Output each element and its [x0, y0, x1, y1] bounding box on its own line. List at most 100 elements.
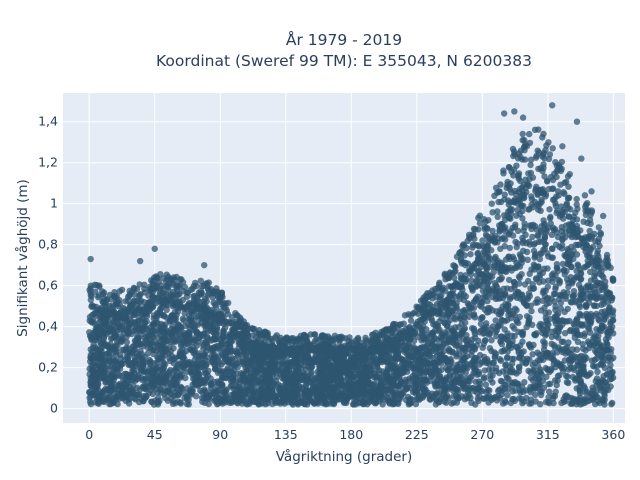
data-point: [122, 298, 129, 305]
data-point: [609, 368, 616, 376]
data-point: [447, 355, 454, 363]
data-point: [232, 327, 239, 334]
data-point: [466, 303, 473, 310]
data-point: [430, 331, 437, 339]
data-point: [599, 354, 606, 361]
data-point: [462, 293, 470, 300]
data-point: [488, 337, 495, 344]
data-point: [401, 330, 408, 337]
data-point: [591, 341, 598, 348]
data-point: [469, 244, 476, 251]
data-point: [490, 268, 497, 276]
data-point: [512, 238, 519, 246]
data-point: [152, 320, 159, 327]
data-point: [86, 371, 93, 378]
data-point: [438, 315, 445, 322]
data-point: [312, 352, 319, 359]
data-point: [504, 391, 511, 399]
data-point: [540, 149, 547, 157]
data-point: [476, 212, 484, 219]
data-point: [482, 218, 489, 225]
data-point: [278, 365, 285, 372]
data-point: [524, 256, 531, 263]
data-point: [396, 354, 404, 362]
data-point: [607, 362, 614, 369]
data-point: [457, 271, 464, 279]
data-point: [534, 147, 541, 154]
data-point: [92, 385, 99, 392]
data-point: [114, 400, 121, 408]
data-point: [332, 335, 339, 342]
data-point: [406, 335, 414, 343]
data-point: [565, 194, 573, 201]
data-point: [457, 249, 464, 256]
data-point: [536, 255, 543, 263]
data-point: [488, 200, 495, 207]
data-point: [545, 309, 552, 316]
data-point: [533, 226, 540, 233]
data-point: [485, 258, 492, 265]
data-point: [472, 334, 479, 341]
data-point: [543, 227, 550, 235]
data-point: [573, 195, 580, 203]
data-point: [538, 388, 545, 395]
data-point: [603, 251, 611, 259]
data-point: [519, 215, 526, 222]
data-point: [596, 326, 603, 334]
data-point: [475, 242, 482, 249]
data-point: [606, 304, 613, 311]
data-point: [145, 375, 152, 382]
data-point: [581, 192, 589, 199]
data-point: [126, 292, 133, 299]
data-point: [587, 329, 594, 336]
data-point: [515, 347, 522, 354]
data-point: [489, 293, 496, 301]
data-point: [200, 331, 208, 338]
data-point: [609, 275, 617, 283]
data-point: [568, 251, 576, 258]
data-point: [519, 400, 526, 407]
data-point: [219, 374, 226, 381]
data-point: [594, 368, 601, 375]
data-point: [548, 231, 556, 238]
data-point: [489, 209, 496, 216]
data-point: [596, 242, 603, 250]
data-point: [515, 170, 523, 177]
data-point: [504, 385, 512, 392]
data-point: [565, 183, 572, 190]
data-point: [519, 130, 526, 138]
data-point: [513, 212, 520, 219]
data-point: [484, 233, 491, 240]
data-point: [552, 303, 559, 310]
data-point: [139, 324, 147, 332]
data-point: [107, 358, 115, 365]
data-point: [586, 227, 593, 235]
data-point: [432, 285, 439, 293]
data-point: [438, 366, 445, 374]
data-point: [471, 298, 478, 305]
data-point: [509, 323, 516, 330]
data-point: [508, 360, 516, 367]
data-point: [442, 376, 450, 383]
data-point: [527, 161, 534, 169]
data-point: [319, 333, 326, 340]
data-point: [368, 336, 375, 343]
data-point: [182, 347, 190, 355]
data-point: [604, 261, 611, 268]
data-point: [438, 292, 445, 299]
data-point: [565, 339, 572, 346]
data-point: [416, 396, 423, 403]
data-point: [518, 202, 525, 209]
data-point: [586, 340, 593, 347]
data-point: [555, 192, 562, 199]
data-point: [603, 313, 610, 320]
data-point: [567, 298, 574, 306]
data-point: [539, 297, 546, 304]
data-point: [222, 318, 230, 326]
data-point: [516, 185, 524, 193]
data-point: [594, 247, 601, 255]
data-point: [505, 276, 513, 284]
data-point: [205, 400, 212, 408]
data-point: [198, 289, 205, 297]
data-point: [449, 364, 456, 371]
